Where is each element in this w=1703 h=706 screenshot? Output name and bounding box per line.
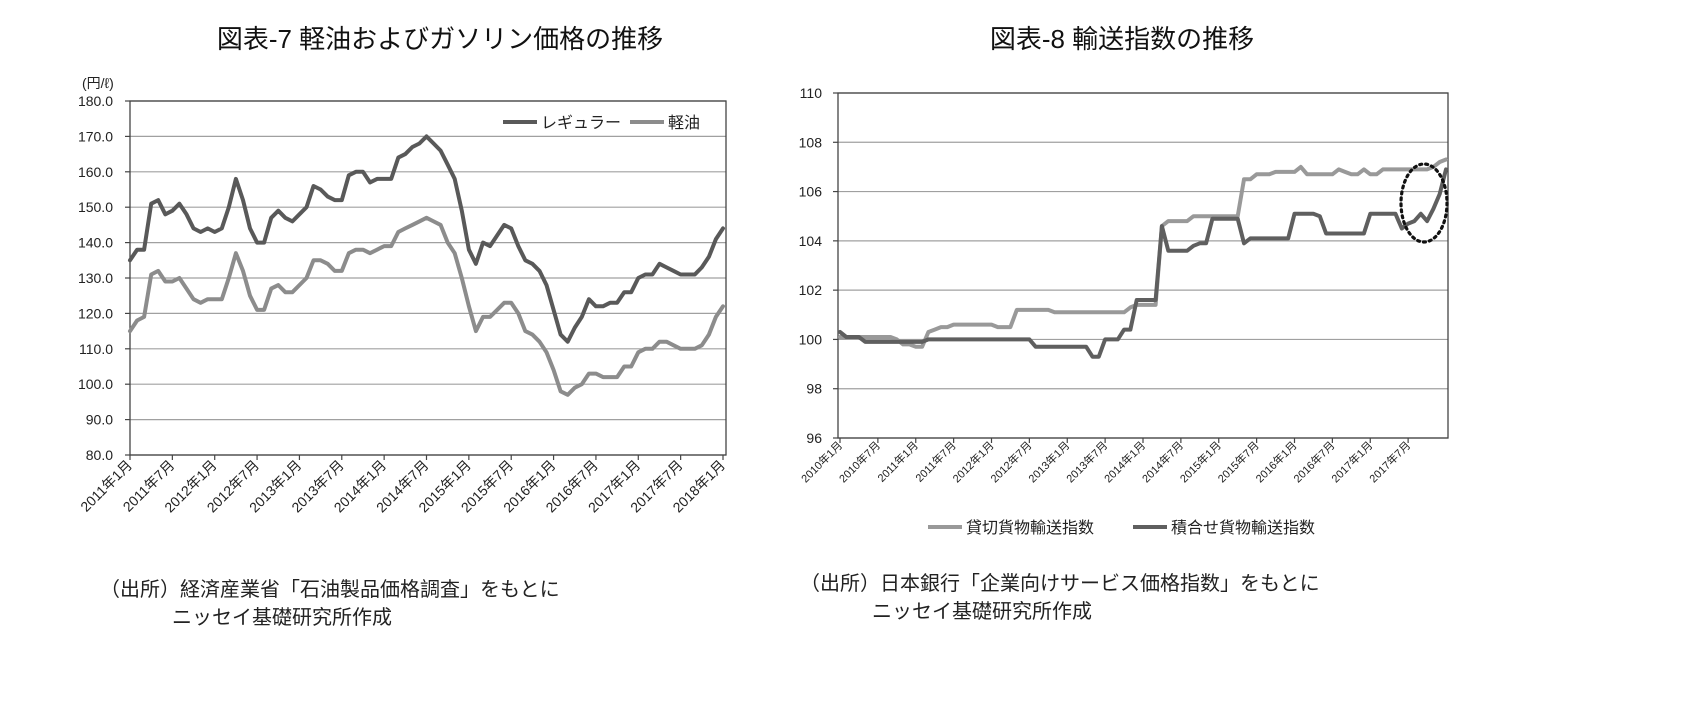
x-tick-label: 2017年7月 xyxy=(1366,438,1413,485)
y-axis-unit: (円/ℓ) xyxy=(82,75,114,91)
y-tick-label: 90.0 xyxy=(86,412,113,428)
series-line-regular xyxy=(128,134,725,344)
y-tick-label: 106 xyxy=(799,184,823,200)
chart-title: 図表-7 軽油およびガソリン価格の推移 xyxy=(217,24,663,54)
y-tick-label: 160.0 xyxy=(78,164,113,180)
y-tick-label: 102 xyxy=(799,282,823,298)
plot-frame xyxy=(129,100,727,456)
y-tick-label: 110 xyxy=(800,85,823,101)
legend-label-diesel: 軽油 xyxy=(668,114,700,132)
y-tick-label: 120.0 xyxy=(78,305,113,321)
series-line-consolidated xyxy=(838,167,1448,359)
y-tick-label: 170.0 xyxy=(78,128,113,144)
y-tick-label: 110.0 xyxy=(79,341,113,357)
y-tick-label: 80.0 xyxy=(86,447,113,463)
source-note-line-1: （出所）日本銀行「企業向けサービス価格指数」をもとに xyxy=(800,572,1320,595)
legend-label-consolidated: 積合せ貨物輸送指数 xyxy=(1171,519,1315,537)
chart-fuel-prices: 図表-7 軽油およびガソリン価格の推移 (円/ℓ) 180.0 170.0 160.… xyxy=(77,24,728,629)
y-tick-label: 100 xyxy=(799,331,823,347)
plot-area: 180.0 170.0 160.0 150.0 140.0 130.0 120.0 110.0… xyxy=(77,93,728,515)
x-tick-label: 2010年7月 xyxy=(836,438,883,485)
legend-label-regular: レギュラー xyxy=(541,114,621,132)
y-tick-label: 104 xyxy=(799,233,823,249)
y-tick-label: 150.0 xyxy=(78,199,113,215)
y-tick-label: 180.0 xyxy=(78,93,113,109)
source-note-line-2: ニッセイ基礎研究所作成 xyxy=(872,600,1092,623)
y-tick-label: 96 xyxy=(806,430,822,446)
y-tick-label: 140.0 xyxy=(78,235,113,251)
legend: レギュラー 軽油 xyxy=(503,114,700,132)
plot-area: 11010810610410210098962010年1月2010年7月2011… xyxy=(798,85,1449,485)
y-tick-label: 130.0 xyxy=(78,270,113,286)
chart-transport-index: 図表-8 輸送指数の推移 110 108 106 104 102 100 98 96 2010年… xyxy=(798,24,1449,623)
chart-title: 図表-8 輸送指数の推移 xyxy=(990,24,1254,54)
plot-frame xyxy=(837,92,1449,439)
highlight-ellipse xyxy=(1399,162,1449,244)
series-line-chartered xyxy=(838,157,1448,349)
y-tick-label: 108 xyxy=(799,134,823,150)
source-note-line-1: （出所）経済産業省「石油製品価格調査」をもとに xyxy=(100,578,560,601)
legend-label-chartered: 貸切貨物輸送指数 xyxy=(966,519,1094,537)
y-tick-label: 100.0 xyxy=(78,376,113,392)
series-line-diesel xyxy=(128,215,725,397)
y-tick-label: 98 xyxy=(806,381,822,397)
legend: 貸切貨物輸送指数 積合せ貨物輸送指数 xyxy=(928,519,1315,537)
source-note-line-2: ニッセイ基礎研究所作成 xyxy=(172,606,392,629)
